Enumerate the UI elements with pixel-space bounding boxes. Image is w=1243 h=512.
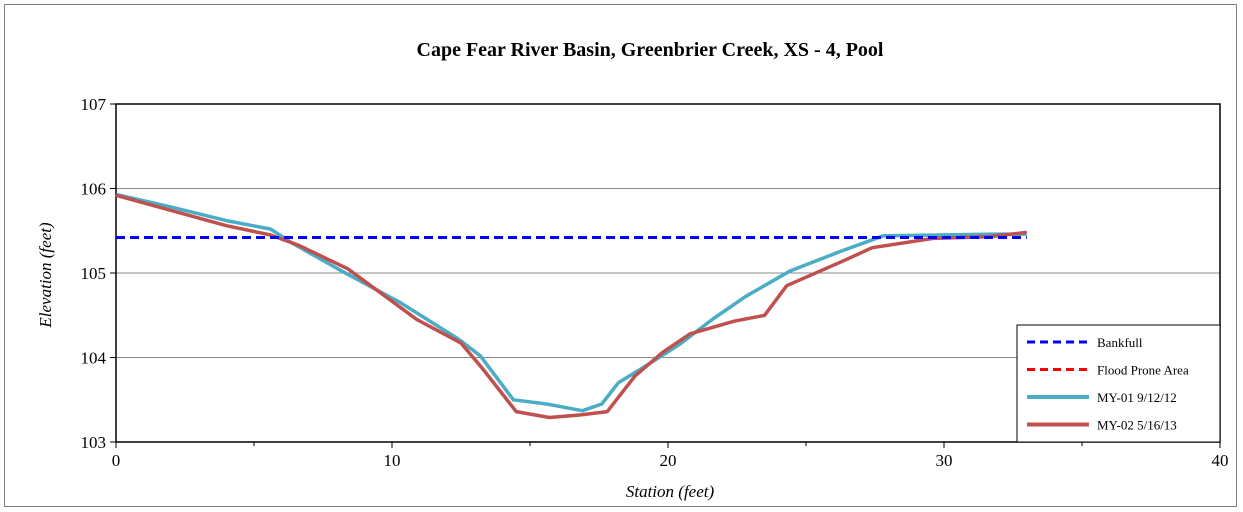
- y-tick-label: 106: [81, 180, 107, 199]
- x-tick-label: 40: [1212, 451, 1229, 470]
- series-line-2: [115, 192, 1027, 413]
- axis-ticks: 103 104 105 106 107 0 10 20 30 40: [81, 95, 1229, 470]
- series-line-3: [115, 193, 1027, 420]
- chart-frame: Cape Fear River Basin, Greenbrier Creek,…: [4, 4, 1237, 507]
- y-axis-label: Elevation (feet): [36, 222, 55, 329]
- legend-entry: Flood Prone Area: [1097, 363, 1189, 378]
- series-group: [115, 192, 1027, 420]
- chart-title: Cape Fear River Basin, Greenbrier Creek,…: [417, 39, 884, 61]
- x-tick-label: 10: [384, 451, 401, 470]
- legend-entry: Bankfull: [1097, 335, 1143, 350]
- y-tick-label: 103: [81, 433, 107, 452]
- y-tick-label: 107: [81, 95, 107, 114]
- x-axis-label: Station (feet): [626, 482, 715, 501]
- line-chart: Cape Fear River Basin, Greenbrier Creek,…: [36, 39, 1229, 501]
- y-tick-label: 105: [81, 264, 107, 283]
- x-tick-label: 0: [112, 451, 121, 470]
- x-tick-label: 30: [936, 451, 953, 470]
- y-tick-label: 104: [81, 349, 107, 368]
- legend-entry: MY-01 9/12/12: [1097, 390, 1177, 405]
- legend: Bankfull Flood Prone Area MY-01 9/12/12 MY-…: [1016, 324, 1221, 443]
- legend-entry: MY-02 5/16/13: [1097, 418, 1177, 433]
- x-tick-label: 20: [660, 451, 677, 470]
- legend-box: [1016, 324, 1221, 443]
